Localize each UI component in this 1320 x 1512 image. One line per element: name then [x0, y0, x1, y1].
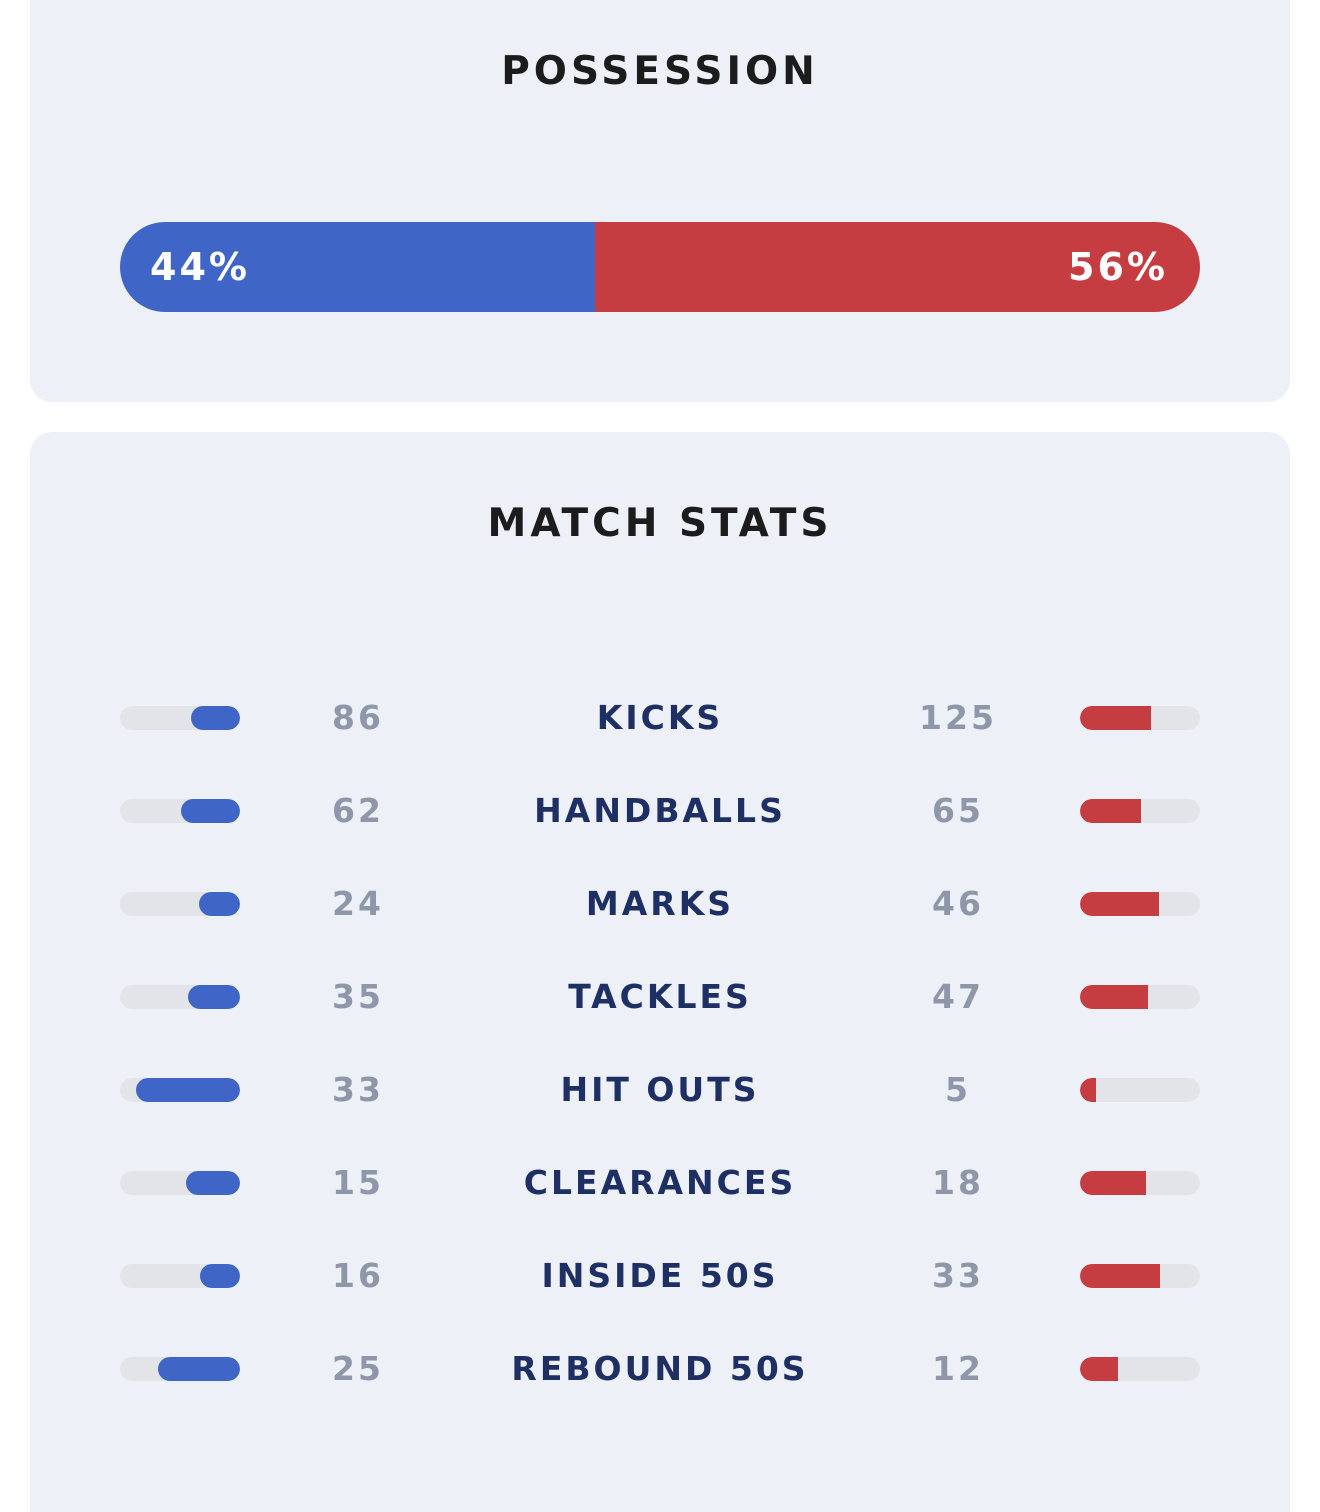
home-stat-value: 86 [332, 698, 384, 737]
away-stat-value: 33 [932, 1256, 984, 1295]
away-stat-value: 12 [932, 1349, 984, 1388]
home-stat-bar [120, 1078, 240, 1102]
stat-label: INSIDE 50S [541, 1256, 779, 1295]
match-stats-title: MATCH STATS [487, 501, 833, 546]
home-stat-bar-fill [186, 1171, 240, 1195]
stat-row: 16 INSIDE 50S 33 [30, 1246, 1290, 1306]
away-stat-bar [1080, 706, 1200, 730]
possession-card: POSSESSION 44% 56% [30, 0, 1290, 402]
stat-label: HANDBALLS [534, 791, 786, 830]
away-stat-bar [1080, 1078, 1200, 1102]
away-stat-bar-fill [1080, 985, 1149, 1009]
away-stat-bar-fill [1080, 799, 1142, 823]
home-stat-value: 62 [332, 791, 384, 830]
home-stat-value: 24 [332, 884, 384, 923]
away-stat-value: 18 [932, 1163, 984, 1202]
home-stat-bar [120, 892, 240, 916]
away-stat-bar-fill [1080, 1264, 1161, 1288]
home-stat-value: 33 [332, 1070, 384, 1109]
stat-row: 86 KICKS 125 [30, 688, 1290, 748]
away-stat-value: 46 [932, 884, 984, 923]
away-stat-bar-fill [1080, 1078, 1096, 1102]
home-stat-bar-fill [181, 799, 240, 823]
away-stat-bar-fill [1080, 1171, 1146, 1195]
home-stat-bar-fill [190, 706, 240, 730]
away-stat-bar [1080, 985, 1200, 1009]
stat-row: 24 MARKS 46 [30, 874, 1290, 934]
possession-bar: 44% 56% [120, 222, 1200, 312]
home-stat-value: 35 [332, 977, 384, 1016]
home-stat-bar [120, 706, 240, 730]
away-stat-value: 65 [932, 791, 984, 830]
stat-label: REBOUND 50S [511, 1349, 809, 1388]
away-stat-bar [1080, 1171, 1200, 1195]
possession-home-segment: 44% [120, 222, 596, 312]
away-stat-bar-fill [1080, 1357, 1119, 1381]
stat-row: 33 HIT OUTS 5 [30, 1060, 1290, 1120]
possession-title: POSSESSION [501, 49, 819, 94]
home-stat-value: 16 [332, 1256, 384, 1295]
home-stat-bar-fill [200, 1264, 240, 1288]
away-stat-bar-fill [1080, 706, 1151, 730]
home-stat-value: 25 [332, 1349, 384, 1388]
away-stat-bar-fill [1080, 892, 1160, 916]
away-stat-value: 5 [945, 1070, 971, 1109]
home-stat-bar [120, 1264, 240, 1288]
home-stat-bar [120, 985, 240, 1009]
stat-label: MARKS [585, 884, 735, 923]
away-stat-bar [1080, 1264, 1200, 1288]
stat-row: 62 HANDBALLS 65 [30, 781, 1290, 841]
match-stats-card: MATCH STATS 86 KICKS 125 62 HANDBALLS 65 24 MAR… [30, 432, 1290, 1512]
away-stat-value: 47 [932, 977, 984, 1016]
stat-row: 25 REBOUND 50S 12 [30, 1339, 1290, 1399]
stat-row: 35 TACKLES 47 [30, 967, 1290, 1027]
stat-label: HIT OUTS [560, 1070, 760, 1109]
stat-row: 15 CLEARANCES 18 [30, 1153, 1290, 1213]
possession-away-label: 56% [1068, 245, 1168, 289]
away-stat-bar [1080, 1357, 1200, 1381]
home-stat-bar [120, 1357, 240, 1381]
home-stat-value: 15 [332, 1163, 384, 1202]
possession-home-label: 44% [150, 245, 250, 289]
home-stat-bar-fill [158, 1357, 240, 1381]
away-stat-bar [1080, 799, 1200, 823]
away-stat-bar [1080, 892, 1200, 916]
home-stat-bar-fill [188, 985, 240, 1009]
home-stat-bar-fill [135, 1078, 240, 1102]
home-stat-bar [120, 1171, 240, 1195]
home-stat-bar-fill [199, 892, 240, 916]
stat-label: CLEARANCES [523, 1163, 797, 1202]
stat-label: TACKLES [568, 977, 752, 1016]
home-stat-bar [120, 799, 240, 823]
away-stat-value: 125 [919, 698, 997, 737]
possession-away-segment: 56% [595, 222, 1200, 312]
stat-label: KICKS [596, 698, 724, 737]
